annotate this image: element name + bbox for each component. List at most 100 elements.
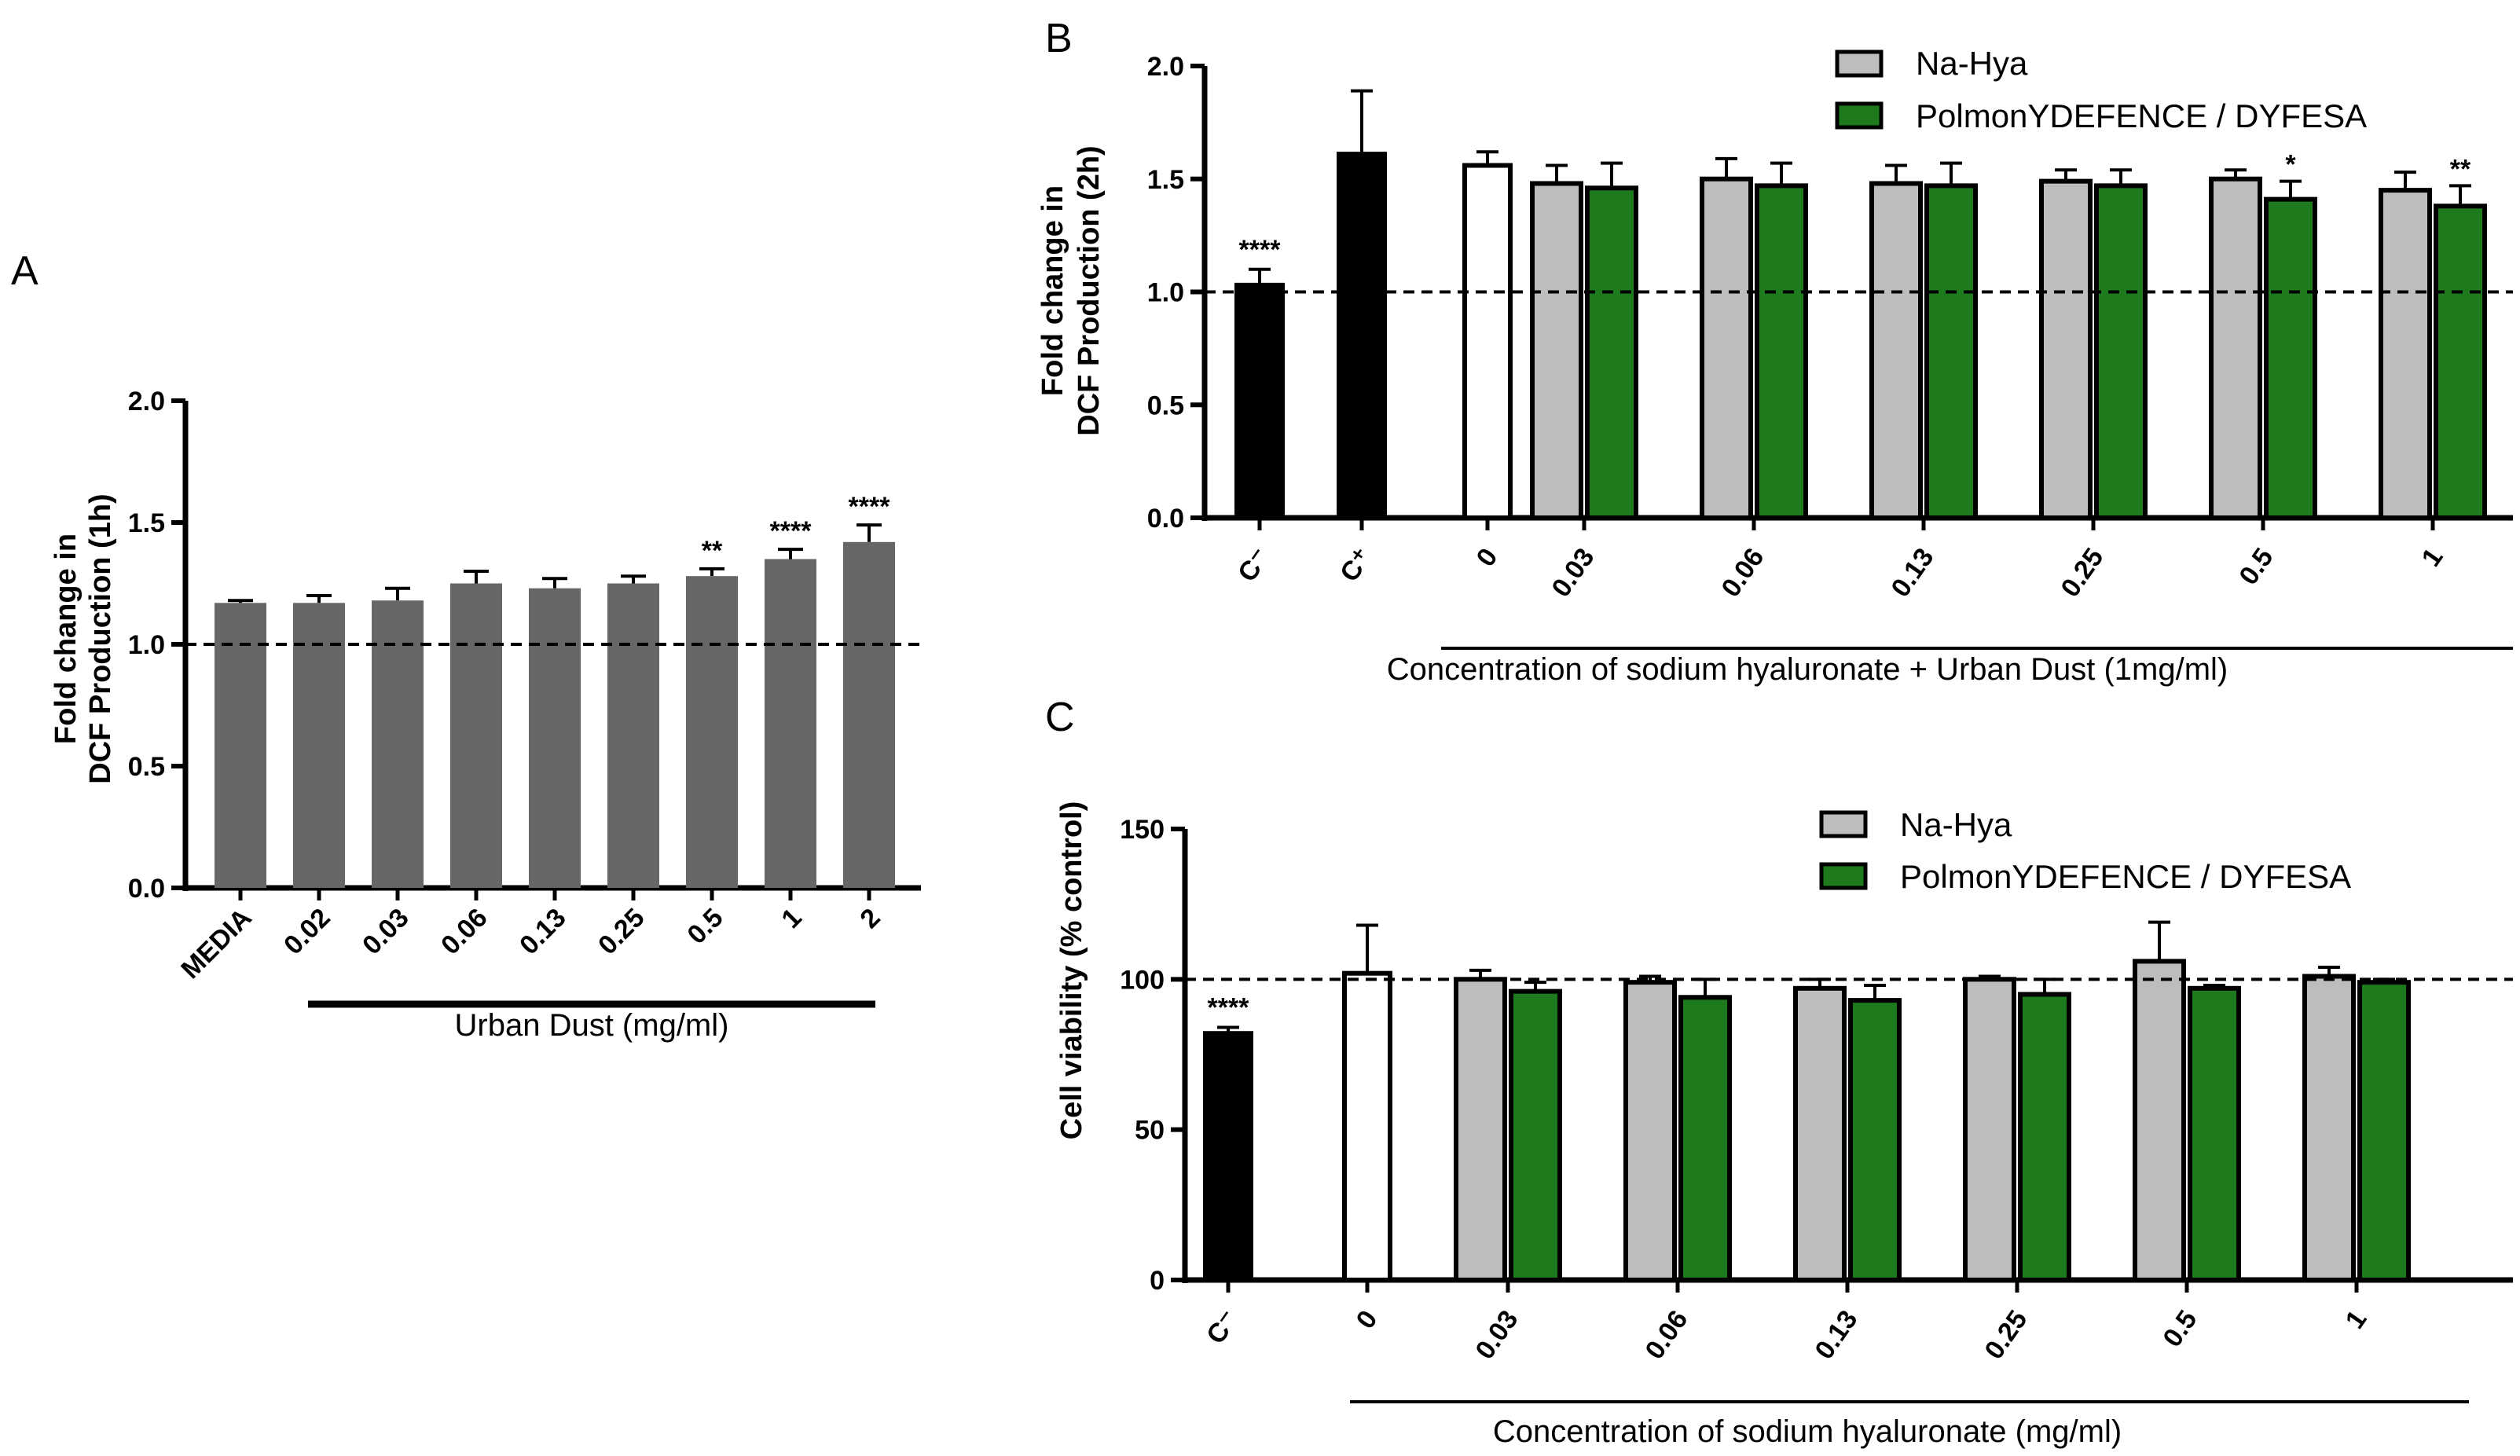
chart-a-significance: **** bbox=[849, 492, 891, 522]
chart-c-bar-dyfesa bbox=[2188, 985, 2241, 1283]
chart-a-x-tick-label: 0.25 bbox=[592, 903, 651, 961]
chart-b-legend-label-na-hya: Na-Hya bbox=[1916, 45, 2028, 82]
chart-c-y-tick-label: 0 bbox=[1150, 1266, 1165, 1296]
chart-c: 0 50 100 150 **** C⁻ 0 0.03 0.06 0.13 0.25 0.5 1 bbox=[1120, 815, 2513, 1403]
panel-letter-a: A bbox=[11, 248, 39, 294]
chart-a-ylabel-line1: Fold change in bbox=[50, 534, 83, 744]
chart-a-x-tick-label: 0.5 bbox=[681, 903, 728, 950]
chart-c-bar-dyfesa bbox=[1509, 988, 1562, 1282]
chart-b-bar-na-hya bbox=[1869, 181, 1923, 520]
chart-c-bar-na-hya bbox=[2302, 974, 2356, 1283]
chart-c-ylabel: Cell viability (% control) bbox=[1055, 801, 1088, 1140]
chart-a-y-tick-label: 0.0 bbox=[128, 874, 165, 904]
chart-c-xlabel: Concentration of sodium hyaluronate (mg/… bbox=[1493, 1414, 2122, 1449]
chart-a-bar bbox=[607, 583, 659, 888]
chart-c-y-tick-label: 50 bbox=[1135, 1116, 1165, 1146]
chart-c-y-tick-label: 150 bbox=[1120, 815, 1165, 845]
chart-c-bar-dyfesa bbox=[2018, 992, 2071, 1282]
chart-b-legend-swatch-na-hya bbox=[1835, 50, 1884, 78]
chart-b-bar-dyfesa bbox=[2094, 183, 2148, 520]
chart-b-bar-dyfesa bbox=[1585, 185, 1638, 520]
chart-b-significance: **** bbox=[1239, 235, 1282, 265]
chart-c-legend-label-na-hya: Na-Hya bbox=[1900, 806, 2012, 843]
chart-b-bar-dyfesa bbox=[2434, 204, 2487, 520]
chart-b-x-tick-label: 0.25 bbox=[2055, 543, 2109, 603]
chart-a-x-tick-label: 0.13 bbox=[514, 903, 572, 961]
chart-b-bar-na-hya bbox=[2209, 176, 2262, 520]
chart-b-bar-dyfesa bbox=[2264, 196, 2317, 520]
chart-a-x-tick-label: 0.02 bbox=[278, 903, 336, 961]
chart-a-y-tick-label: 1.5 bbox=[128, 508, 165, 538]
chart-c-legend: Na-Hya PolmonYDEFENCE / DYFESA bbox=[1819, 806, 2351, 895]
chart-b-bar-na-hya bbox=[1700, 176, 1753, 520]
chart-b-bar-na-hya bbox=[1530, 181, 1583, 520]
chart-c-x-tick-label: 0.06 bbox=[1639, 1305, 1693, 1365]
chart-c-significance: **** bbox=[1208, 993, 1250, 1023]
chart-a-significance: **** bbox=[770, 516, 812, 546]
chart-c-legend-swatch-dyfesa bbox=[1819, 862, 1868, 890]
chart-b-control-bar bbox=[1462, 163, 1513, 520]
chart-b: 0.0 0.5 1.0 1.5 2.0 **** C⁻ C⁺ 0 0.03 0.06 0.13 0.25… bbox=[1147, 52, 2513, 650]
chart-c-bar-dyfesa bbox=[2357, 980, 2411, 1283]
chart-c-bar-na-hya bbox=[1454, 977, 1507, 1283]
chart-b-x-tick-label: 0.13 bbox=[1885, 543, 1939, 603]
chart-b-x-tick-label: C⁻ bbox=[1232, 543, 1276, 588]
chart-c-x-tick-label: C⁻ bbox=[1201, 1305, 1245, 1350]
chart-c-bar-dyfesa bbox=[1848, 998, 1902, 1282]
chart-b-y-tick-label: 2.0 bbox=[1147, 52, 1184, 82]
chart-b-xlabel: Concentration of sodium hyaluronate + Ur… bbox=[1387, 652, 2228, 687]
chart-b-ylabel-line1: Fold change in bbox=[1036, 185, 1069, 396]
chart-a-bar bbox=[215, 603, 266, 888]
chart-a-bar bbox=[529, 588, 581, 888]
chart-a-bar bbox=[293, 603, 345, 888]
chart-b-x-tick-label: C⁺ bbox=[1334, 543, 1378, 588]
chart-a-x-tick-label: 0.06 bbox=[435, 903, 493, 961]
chart-a: 0.0 0.5 1.0 1.5 2.0 MEDIA 0.02 0.03 0.06 0.13 0.25… bbox=[128, 387, 921, 1008]
chart-b-x-tick-label: 0.03 bbox=[1546, 543, 1600, 603]
panel-letter-c: C bbox=[1045, 695, 1075, 740]
chart-a-xlabel: Urban Dust (mg/ml) bbox=[455, 1008, 729, 1043]
chart-c-x-tick-label: 0.13 bbox=[1809, 1305, 1863, 1365]
chart-c-bar-na-hya bbox=[2133, 959, 2186, 1282]
chart-b-bar-na-hya bbox=[2039, 178, 2093, 520]
chart-c-legend-label-dyfesa: PolmonYDEFENCE / DYFESA bbox=[1900, 858, 2351, 895]
chart-b-x-tick-label: 1 bbox=[2416, 543, 2449, 572]
chart-a-x-tick-label: 2 bbox=[854, 903, 886, 934]
panel-letter-b: B bbox=[1045, 16, 1073, 61]
chart-b-y-tick-label: 0.0 bbox=[1147, 504, 1184, 534]
chart-a-y-tick-label: 0.5 bbox=[128, 752, 165, 782]
chart-b-legend: Na-Hya PolmonYDEFENCE / DYFESA bbox=[1835, 45, 2367, 134]
chart-b-y-tick-label: 0.5 bbox=[1147, 391, 1184, 420]
chart-b-bar-na-hya bbox=[2379, 188, 2432, 520]
chart-c-control-bar bbox=[1342, 970, 1392, 1283]
chart-a-x-tick-label: 1 bbox=[776, 903, 807, 934]
chart-a-ylabel-line2: DCF Production (1h) bbox=[84, 493, 117, 783]
chart-b-x-tick-label: 0.06 bbox=[1715, 543, 1770, 603]
chart-b-x-tick-label: 0 bbox=[1471, 543, 1504, 572]
chart-c-x-tick-label: 0.5 bbox=[2157, 1305, 2203, 1353]
chart-a-bar bbox=[450, 583, 502, 888]
chart-a-significance: ** bbox=[702, 536, 723, 566]
chart-c-bar-dyfesa bbox=[1678, 995, 1732, 1282]
chart-b-bar-dyfesa bbox=[1755, 183, 1808, 520]
chart-c-x-tick-label: 0 bbox=[1351, 1305, 1384, 1334]
chart-b-legend-label-dyfesa: PolmonYDEFENCE / DYFESA bbox=[1916, 97, 2367, 134]
chart-b-legend-swatch-dyfesa bbox=[1835, 101, 1884, 130]
chart-b-y-tick-label: 1.5 bbox=[1147, 165, 1184, 195]
chart-b-significance: * bbox=[2285, 150, 2296, 180]
chart-c-bar-na-hya bbox=[1793, 985, 1847, 1283]
chart-a-bar bbox=[843, 541, 895, 888]
chart-c-y-tick-label: 100 bbox=[1120, 965, 1165, 995]
chart-b-significance: ** bbox=[2450, 154, 2471, 184]
chart-b-ylabel-line2: DCF Production (2h) bbox=[1073, 145, 1106, 435]
chart-b-control-bar bbox=[1337, 152, 1387, 520]
chart-a-x-tick-label: 0.03 bbox=[357, 903, 415, 961]
chart-c-control-bar bbox=[1203, 1031, 1253, 1283]
chart-c-legend-swatch-na-hya bbox=[1819, 810, 1868, 838]
chart-b-control-bar bbox=[1234, 282, 1285, 520]
chart-a-bar bbox=[372, 600, 424, 888]
chart-a-y-tick-label: 1.0 bbox=[128, 630, 165, 660]
chart-b-y-tick-label: 1.0 bbox=[1147, 278, 1184, 308]
chart-a-bar bbox=[686, 576, 738, 888]
chart-c-bar-na-hya bbox=[1623, 980, 1677, 1283]
